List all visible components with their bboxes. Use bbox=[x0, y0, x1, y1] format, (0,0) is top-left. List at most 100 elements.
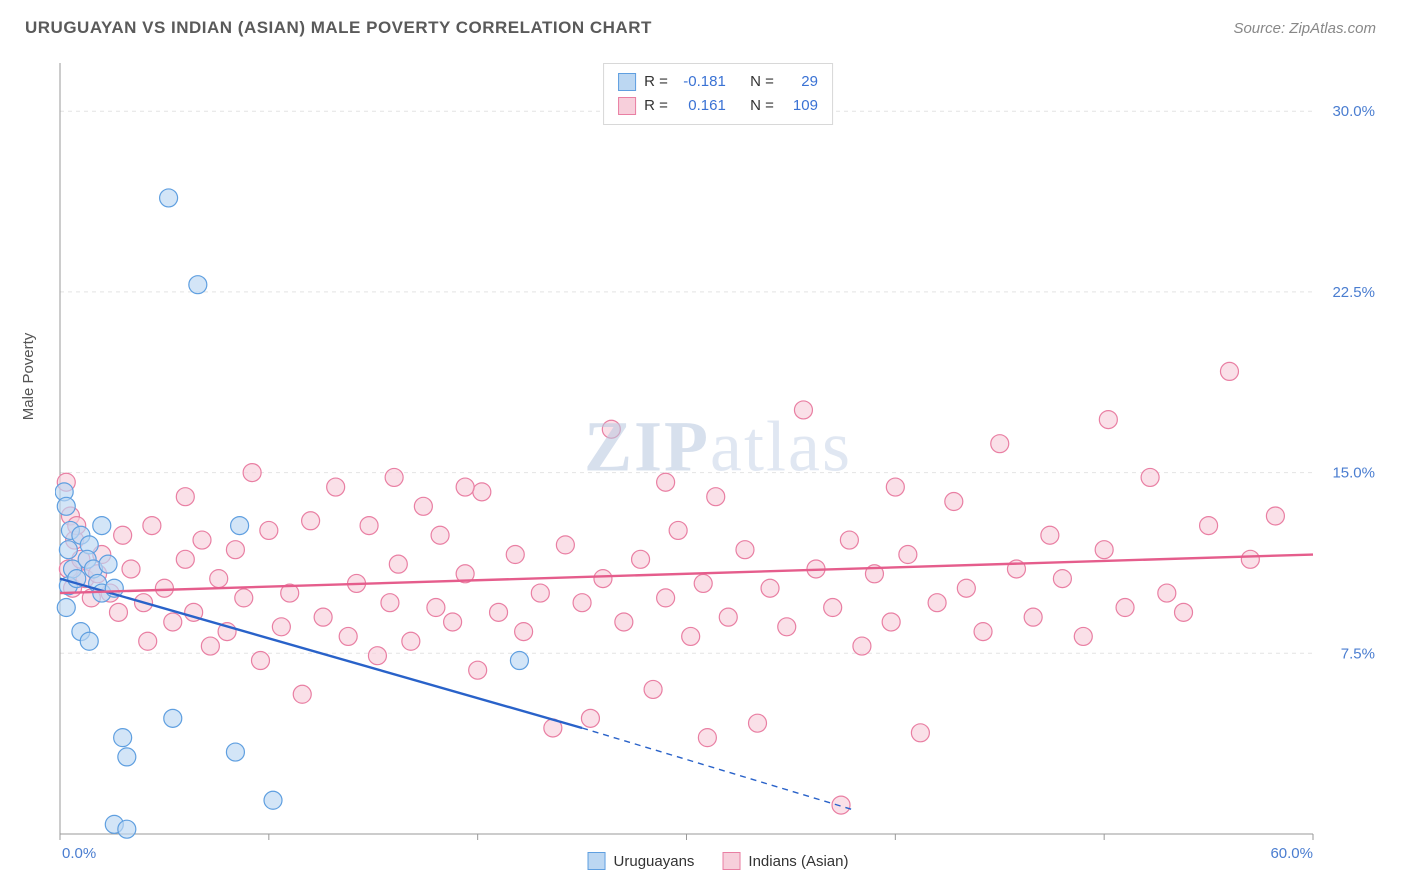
stats-legend-row: R =-0.181 N =29 bbox=[618, 70, 818, 94]
scatter-point bbox=[57, 599, 75, 617]
scatter-point bbox=[1024, 608, 1042, 626]
scatter-point bbox=[1095, 541, 1113, 559]
scatter-point bbox=[99, 555, 117, 573]
scatter-point bbox=[293, 685, 311, 703]
scatter-point bbox=[210, 570, 228, 588]
legend-item: Indians (Asian) bbox=[722, 852, 848, 870]
scatter-point bbox=[302, 512, 320, 530]
trend-line bbox=[60, 555, 1313, 594]
scatter-point bbox=[193, 531, 211, 549]
scatter-point bbox=[57, 497, 75, 515]
scatter-point bbox=[1220, 362, 1238, 380]
scatter-point bbox=[226, 541, 244, 559]
scatter-point bbox=[853, 637, 871, 655]
scatter-point bbox=[260, 521, 278, 539]
scatter-point bbox=[928, 594, 946, 612]
scatter-point bbox=[1074, 627, 1092, 645]
scatter-point bbox=[531, 584, 549, 602]
stat-r-value: 0.161 bbox=[676, 94, 726, 118]
stat-r-label: R = bbox=[644, 94, 668, 118]
scatter-point bbox=[164, 613, 182, 631]
scatter-chart-svg: 0.0%60.0%7.5%15.0%22.5%30.0% bbox=[55, 55, 1381, 872]
scatter-point bbox=[201, 637, 219, 655]
scatter-point bbox=[945, 493, 963, 511]
series-legend: Uruguayans Indians (Asian) bbox=[588, 852, 849, 870]
scatter-point bbox=[824, 599, 842, 617]
chart-title: URUGUAYAN VS INDIAN (ASIAN) MALE POVERTY… bbox=[25, 18, 652, 38]
legend-label: Uruguayans bbox=[614, 853, 695, 870]
scatter-point bbox=[991, 435, 1009, 453]
scatter-point bbox=[669, 521, 687, 539]
scatter-point bbox=[957, 579, 975, 597]
scatter-point bbox=[515, 623, 533, 641]
scatter-point bbox=[469, 661, 487, 679]
scatter-point bbox=[974, 623, 992, 641]
scatter-point bbox=[573, 594, 591, 612]
scatter-point bbox=[93, 517, 111, 535]
scatter-point bbox=[682, 627, 700, 645]
stat-r-value: -0.181 bbox=[676, 70, 726, 94]
scatter-point bbox=[80, 632, 98, 650]
scatter-point bbox=[632, 550, 650, 568]
stats-legend-row: R =0.161 N =109 bbox=[618, 94, 818, 118]
scatter-point bbox=[176, 550, 194, 568]
scatter-point bbox=[1099, 411, 1117, 429]
scatter-point bbox=[886, 478, 904, 496]
scatter-point bbox=[749, 714, 767, 732]
scatter-point bbox=[118, 748, 136, 766]
scatter-point bbox=[840, 531, 858, 549]
y-axis-label: Male Poverty bbox=[20, 332, 37, 420]
x-tick-label: 60.0% bbox=[1270, 845, 1313, 862]
chart-container: Male Poverty 0.0%60.0%7.5%15.0%22.5%30.0… bbox=[25, 55, 1381, 872]
scatter-point bbox=[109, 603, 127, 621]
scatter-point bbox=[506, 546, 524, 564]
scatter-point bbox=[231, 517, 249, 535]
scatter-point bbox=[431, 526, 449, 544]
scatter-point bbox=[360, 517, 378, 535]
scatter-point bbox=[114, 526, 132, 544]
scatter-point bbox=[226, 743, 244, 761]
scatter-point bbox=[414, 497, 432, 515]
scatter-point bbox=[490, 603, 508, 621]
scatter-point bbox=[385, 468, 403, 486]
scatter-point bbox=[644, 680, 662, 698]
legend-swatch bbox=[618, 97, 636, 115]
scatter-point bbox=[510, 652, 528, 670]
y-tick-label: 15.0% bbox=[1332, 465, 1375, 482]
scatter-point bbox=[657, 589, 675, 607]
plot-area: 0.0%60.0%7.5%15.0%22.5%30.0% ZIPatlas R … bbox=[55, 55, 1381, 872]
legend-item: Uruguayans bbox=[588, 852, 695, 870]
scatter-point bbox=[251, 652, 269, 670]
scatter-point bbox=[1241, 550, 1259, 568]
scatter-point bbox=[189, 276, 207, 294]
y-tick-label: 30.0% bbox=[1332, 103, 1375, 120]
scatter-point bbox=[911, 724, 929, 742]
scatter-point bbox=[139, 632, 157, 650]
scatter-point bbox=[122, 560, 140, 578]
scatter-point bbox=[832, 796, 850, 814]
scatter-point bbox=[59, 541, 77, 559]
scatter-point bbox=[402, 632, 420, 650]
scatter-point bbox=[243, 464, 261, 482]
scatter-point bbox=[657, 473, 675, 491]
scatter-point bbox=[882, 613, 900, 631]
scatter-point bbox=[556, 536, 574, 554]
scatter-point bbox=[602, 420, 620, 438]
scatter-point bbox=[615, 613, 633, 631]
scatter-point bbox=[427, 599, 445, 617]
scatter-point bbox=[118, 820, 136, 838]
scatter-point bbox=[719, 608, 737, 626]
scatter-point bbox=[594, 570, 612, 588]
legend-swatch bbox=[588, 852, 606, 870]
scatter-point bbox=[761, 579, 779, 597]
scatter-point bbox=[736, 541, 754, 559]
scatter-point bbox=[176, 488, 194, 506]
scatter-point bbox=[1266, 507, 1284, 525]
chart-header: URUGUAYAN VS INDIAN (ASIAN) MALE POVERTY… bbox=[0, 0, 1406, 48]
source-credit: Source: ZipAtlas.com bbox=[1233, 20, 1376, 37]
scatter-point bbox=[368, 647, 386, 665]
legend-label: Indians (Asian) bbox=[748, 853, 848, 870]
legend-swatch bbox=[722, 852, 740, 870]
scatter-point bbox=[1200, 517, 1218, 535]
scatter-point bbox=[1158, 584, 1176, 602]
